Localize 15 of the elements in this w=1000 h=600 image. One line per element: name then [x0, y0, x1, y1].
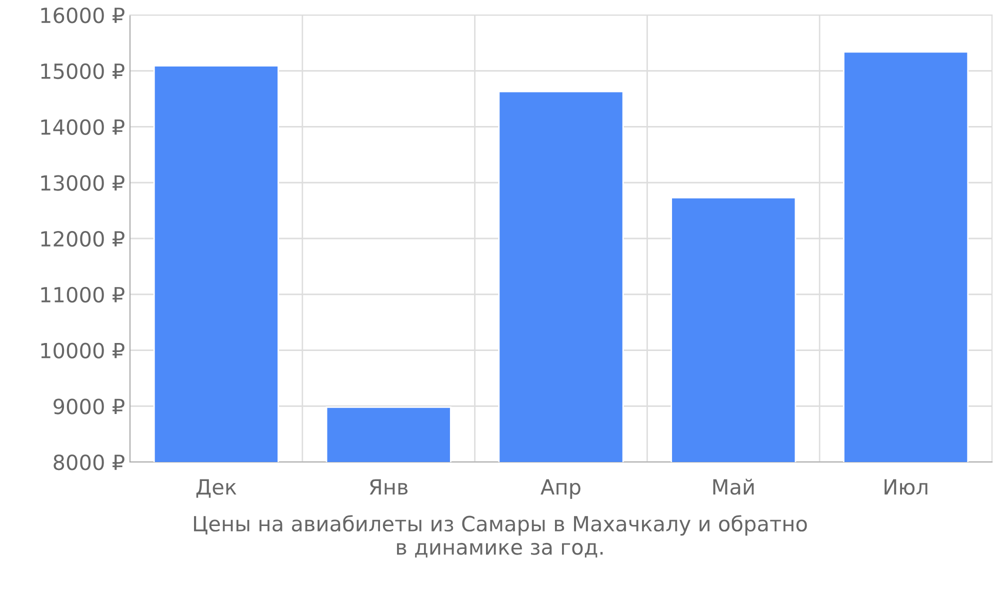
y-tick-label: 13000 ₽ — [41, 175, 124, 191]
y-tick-label: 16000 ₽ — [41, 7, 124, 24]
y-tick-label: 8000 ₽ — [54, 454, 124, 470]
y-tick-label: 11000 ₽ — [41, 286, 124, 303]
x-tick-label: Апр — [540, 479, 580, 499]
y-tick-label: 15000 ₽ — [41, 63, 124, 80]
y-tick-label: 12000 ₽ — [41, 230, 124, 247]
x-tick-label: Май — [713, 478, 754, 495]
y-tick-label: 10000 ₽ — [41, 342, 124, 358]
y-tick-label: 14000 ₽ — [41, 119, 124, 135]
y-tick-label: 9000 ₽ — [54, 398, 124, 414]
text: Цены на авиабилеты из Самары в Махачкалу и обратно в динамике за год. — [194, 515, 807, 558]
x-tick-label: Дек — [196, 479, 236, 498]
x-tick-label: Июл — [884, 479, 928, 495]
x-tick-label: Янв — [370, 479, 408, 494]
